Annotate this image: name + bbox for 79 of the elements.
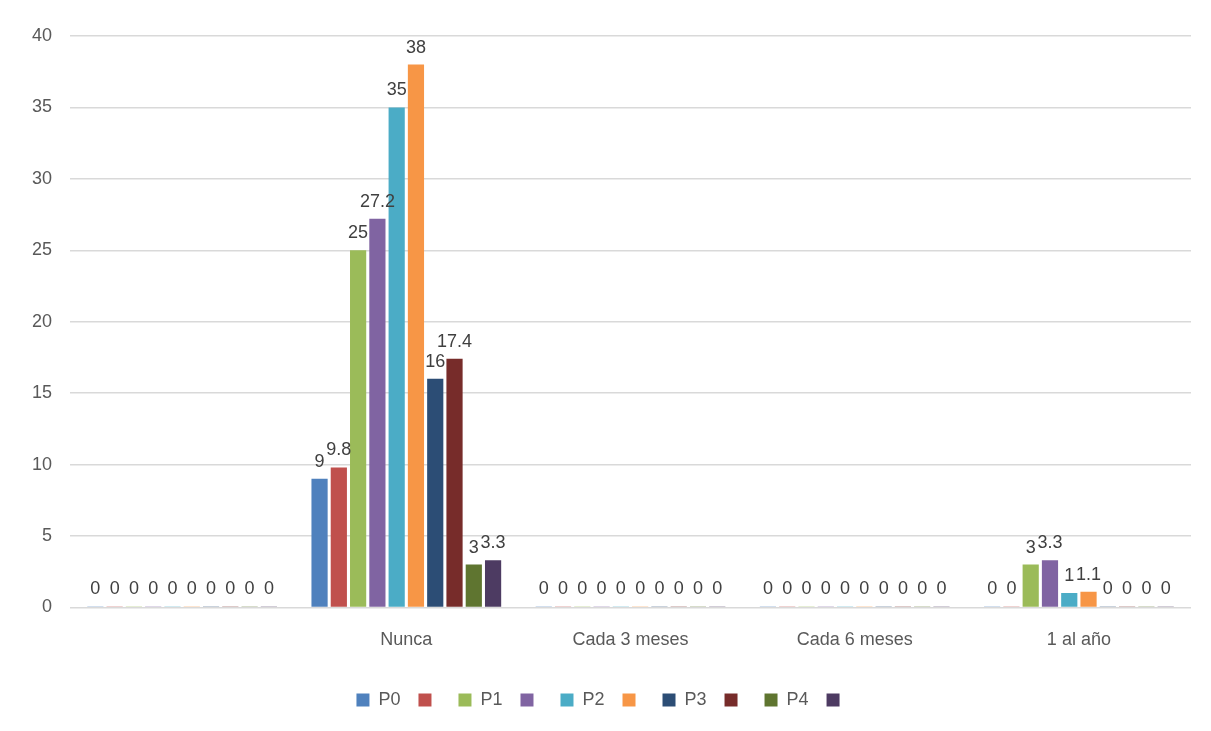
legend-label: P3 bbox=[684, 688, 707, 709]
legend-label: P1 bbox=[480, 688, 503, 709]
data-label: 0 bbox=[1160, 578, 1171, 599]
x-tick-label: Cada 3 meses bbox=[572, 629, 689, 650]
bar bbox=[1041, 560, 1059, 607]
data-label: 0 bbox=[186, 578, 197, 599]
data-label: 0 bbox=[840, 578, 851, 599]
bar bbox=[427, 378, 444, 607]
data-label: 0 bbox=[577, 578, 588, 599]
data-label: 0 bbox=[897, 578, 908, 599]
data-label: 3.3 bbox=[1037, 532, 1063, 553]
y-tick-label: 30 bbox=[31, 167, 53, 188]
data-label: 0 bbox=[1006, 578, 1017, 599]
data-label: 16 bbox=[425, 350, 446, 371]
legend-label: P0 bbox=[378, 688, 401, 709]
x-tick-label: 1 al año bbox=[1046, 629, 1111, 650]
data-label: 0 bbox=[558, 578, 569, 599]
y-tick-label: 40 bbox=[31, 24, 53, 45]
data-label: 0 bbox=[148, 578, 159, 599]
bar bbox=[465, 564, 482, 607]
data-label: 0 bbox=[263, 578, 274, 599]
data-label: 0 bbox=[538, 578, 549, 599]
y-tick-label: 20 bbox=[31, 310, 53, 331]
bar bbox=[350, 250, 367, 607]
data-label: 0 bbox=[878, 578, 889, 599]
bar bbox=[407, 64, 425, 607]
data-label: 0 bbox=[225, 578, 236, 599]
data-label: 0 bbox=[596, 578, 607, 599]
bar bbox=[311, 478, 328, 607]
x-tick-label: Nunca bbox=[380, 629, 434, 650]
bar bbox=[1022, 564, 1039, 607]
y-tick-label: 35 bbox=[31, 96, 53, 117]
bar bbox=[1061, 593, 1078, 607]
data-label: 0 bbox=[654, 578, 665, 599]
data-label: 0 bbox=[90, 578, 101, 599]
data-label: 0 bbox=[673, 578, 684, 599]
data-label: 3 bbox=[1025, 536, 1036, 557]
data-label: 1 bbox=[1064, 565, 1075, 586]
data-label: 0 bbox=[109, 578, 120, 599]
y-tick-label: 25 bbox=[31, 239, 53, 260]
y-tick-label: 0 bbox=[42, 596, 53, 617]
data-label: 17.4 bbox=[436, 330, 473, 351]
legend-label: P4 bbox=[786, 688, 809, 709]
data-label: 0 bbox=[987, 578, 998, 599]
data-label: 0 bbox=[936, 578, 947, 599]
data-label: 25 bbox=[348, 222, 369, 243]
bar bbox=[330, 467, 347, 607]
data-label: 0 bbox=[762, 578, 773, 599]
data-label: 38 bbox=[405, 36, 426, 57]
legend-label: P2 bbox=[582, 688, 605, 709]
data-label: 0 bbox=[1141, 578, 1152, 599]
data-label: 0 bbox=[615, 578, 626, 599]
x-tick-label: Cada 6 meses bbox=[796, 629, 913, 650]
data-label: 0 bbox=[782, 578, 793, 599]
data-label: 0 bbox=[917, 578, 928, 599]
y-tick-label: 15 bbox=[31, 382, 53, 403]
data-label: 0 bbox=[692, 578, 703, 599]
data-label: 0 bbox=[167, 578, 178, 599]
data-label: 0 bbox=[206, 578, 217, 599]
data-label: 0 bbox=[820, 578, 831, 599]
y-tick-label: 10 bbox=[31, 453, 53, 474]
data-label: 1.1 bbox=[1076, 563, 1102, 584]
data-label: 0 bbox=[244, 578, 255, 599]
data-label: 0 bbox=[635, 578, 646, 599]
bar bbox=[484, 560, 502, 607]
data-label: 0 bbox=[712, 578, 723, 599]
bar bbox=[1080, 591, 1097, 607]
bar bbox=[369, 218, 386, 607]
data-label: 0 bbox=[128, 578, 139, 599]
data-label: 0 bbox=[801, 578, 812, 599]
bar bbox=[446, 358, 463, 607]
data-label: 0 bbox=[1122, 578, 1133, 599]
data-label: 35 bbox=[386, 79, 407, 100]
data-label: 3 bbox=[468, 536, 479, 557]
y-tick-label: 5 bbox=[42, 524, 53, 545]
data-label: 0 bbox=[1102, 578, 1113, 599]
data-label: 9 bbox=[314, 450, 325, 471]
data-label: 3.3 bbox=[480, 532, 506, 553]
data-label: 0 bbox=[859, 578, 870, 599]
